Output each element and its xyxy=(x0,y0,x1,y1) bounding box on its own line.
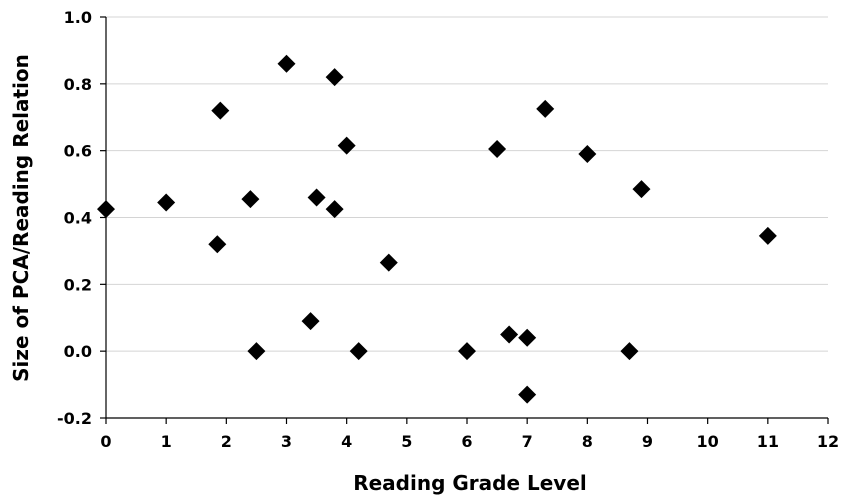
data-point xyxy=(620,342,639,361)
data-point xyxy=(241,190,260,209)
data-point xyxy=(157,193,176,212)
x-tick-label: 10 xyxy=(697,432,719,451)
gridlines xyxy=(106,16,828,352)
x-tick-labels: 0 1 2 3 4 5 6 7 8 9 10 11 12 xyxy=(100,432,839,451)
x-tick-label: 8 xyxy=(582,432,593,451)
data-point xyxy=(277,54,296,73)
y-tick-label: -0.2 xyxy=(57,409,92,428)
axes xyxy=(100,16,829,424)
y-tick-label: 1.0 xyxy=(64,8,92,27)
y-axis-label: Size of PCA/Reading Relation xyxy=(9,54,33,382)
y-tick-label: 0.4 xyxy=(64,209,92,228)
x-axis-label: Reading Grade Level xyxy=(353,471,587,495)
data-point xyxy=(337,136,356,155)
data-point xyxy=(500,325,519,344)
x-tick-label: 3 xyxy=(281,432,292,451)
data-point xyxy=(379,253,398,272)
data-point xyxy=(325,200,344,219)
y-tick-label: 0.8 xyxy=(64,75,92,94)
x-tick-label: 11 xyxy=(757,432,779,451)
data-points xyxy=(97,54,777,404)
data-point xyxy=(97,200,115,219)
x-tick-label: 6 xyxy=(461,432,472,451)
y-tick-label: 0.0 xyxy=(64,342,92,361)
data-point xyxy=(301,312,320,331)
x-tick-label: 4 xyxy=(341,432,352,451)
data-point xyxy=(518,328,537,347)
y-tick-label: 0.2 xyxy=(64,275,92,294)
x-tick-label: 0 xyxy=(100,432,111,451)
x-tick-label: 12 xyxy=(817,432,839,451)
y-tick-labels: -0.2 0.0 0.2 0.4 0.6 0.8 1.0 xyxy=(57,8,92,428)
data-point xyxy=(488,139,507,158)
x-tick-label: 9 xyxy=(642,432,653,451)
x-tick-label: 7 xyxy=(522,432,533,451)
x-tick-label: 1 xyxy=(161,432,172,451)
data-point xyxy=(758,226,777,245)
data-point xyxy=(632,180,651,199)
data-point xyxy=(211,101,230,120)
x-tick-label: 5 xyxy=(401,432,412,451)
data-point xyxy=(518,385,537,404)
data-point xyxy=(349,342,368,361)
data-point xyxy=(458,342,476,361)
data-point xyxy=(208,235,227,254)
data-point xyxy=(536,99,555,118)
data-point xyxy=(307,188,326,207)
x-tick-label: 2 xyxy=(221,432,232,451)
data-point xyxy=(578,145,597,164)
y-tick-label: 0.6 xyxy=(64,142,92,161)
data-point xyxy=(325,68,344,87)
data-point xyxy=(247,342,266,361)
